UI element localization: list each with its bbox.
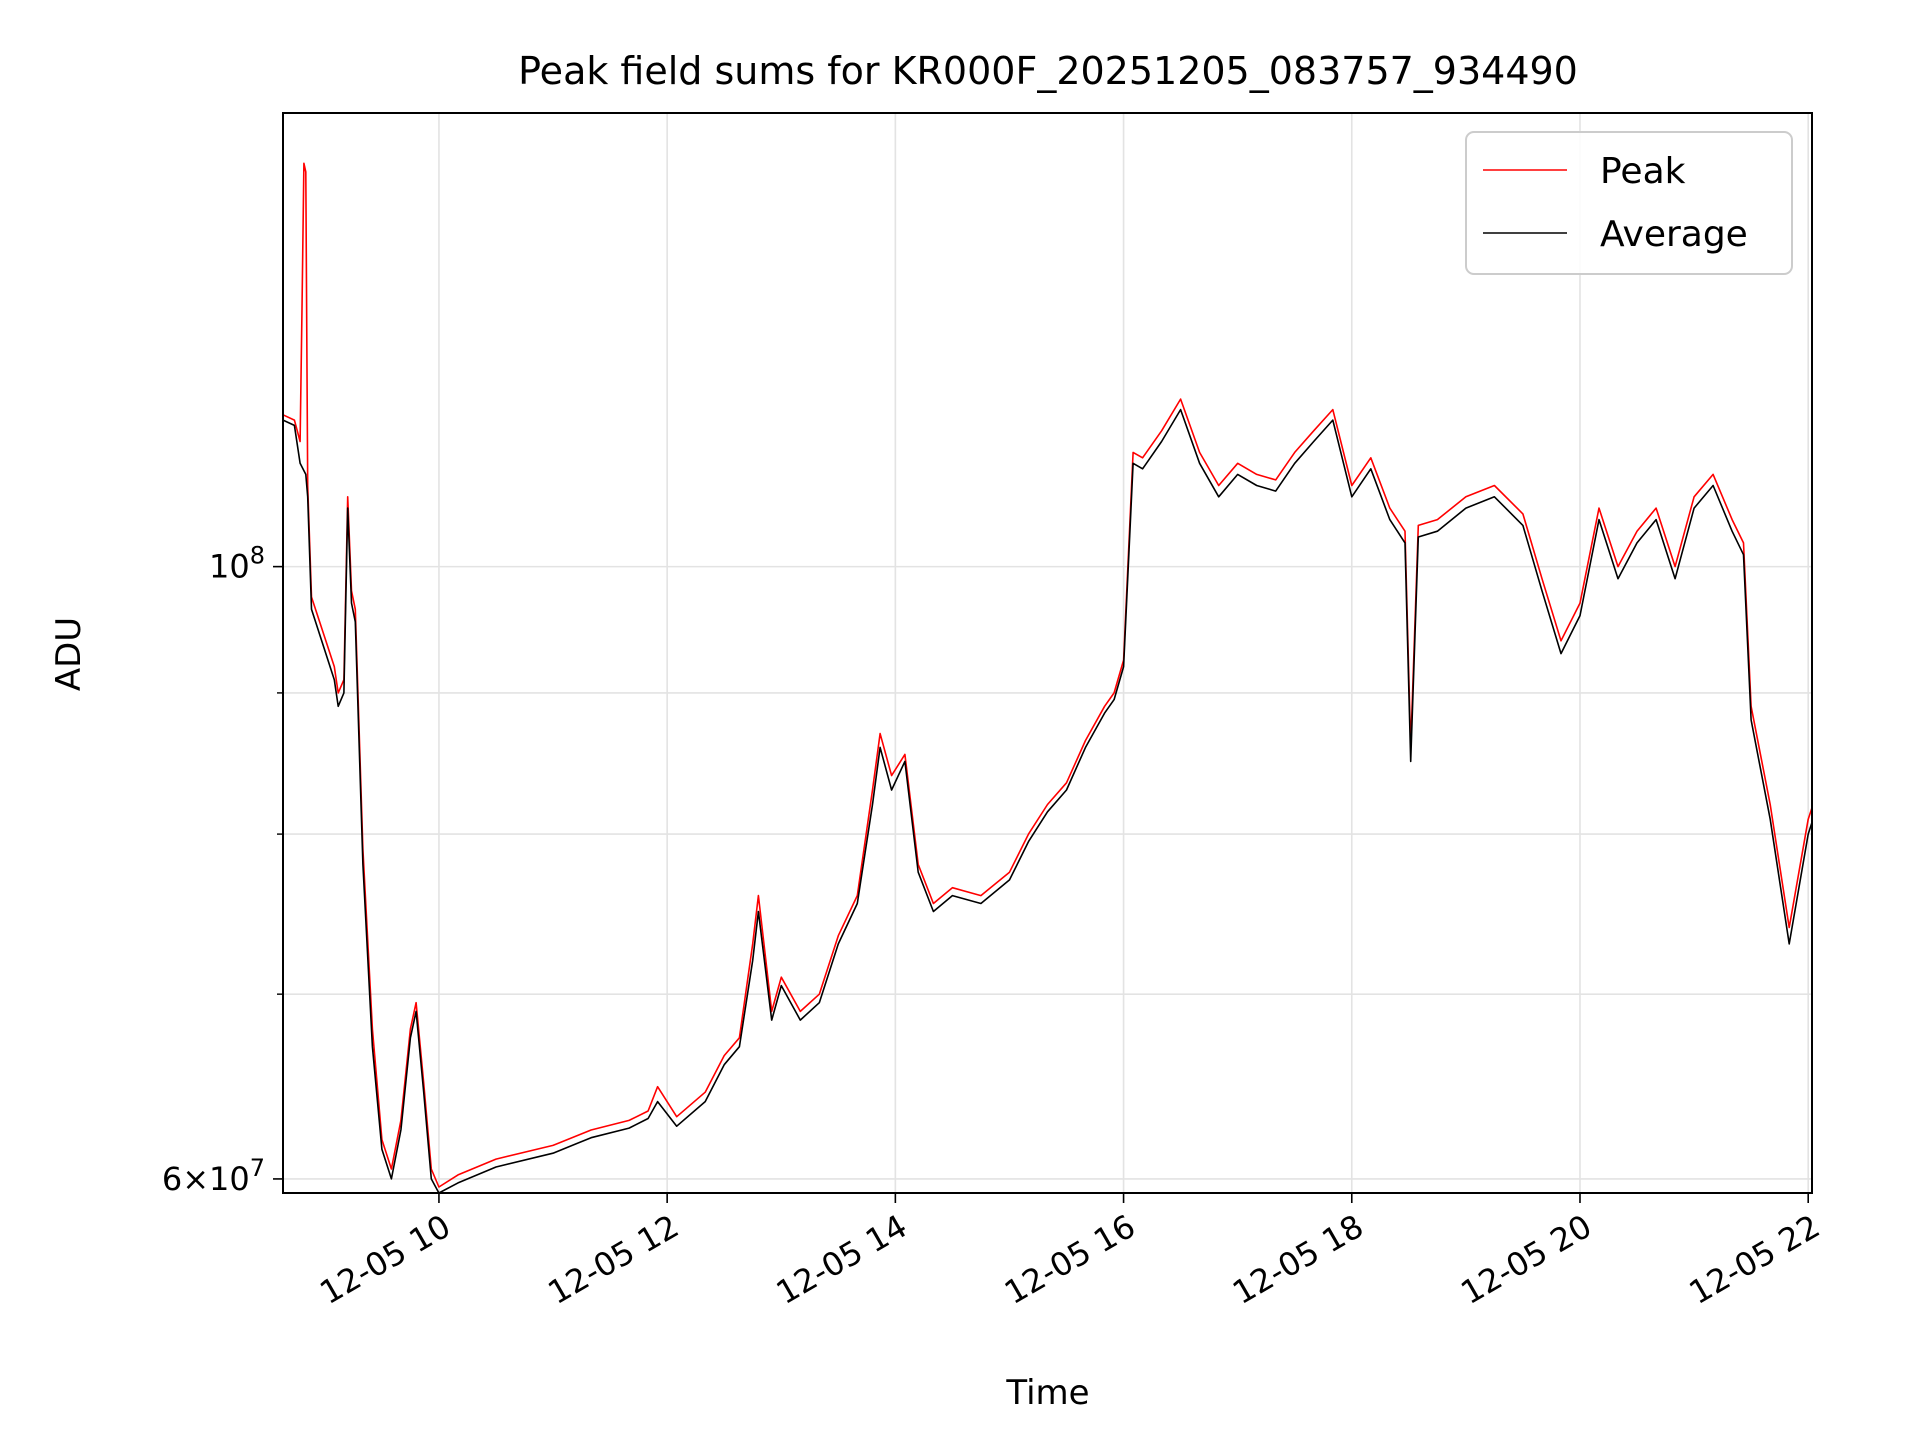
y-tick-label: 108	[209, 542, 265, 586]
x-tick-label: 12-05 12	[542, 1207, 686, 1312]
series-layer	[283, 162, 1812, 1193]
y-tick-exponent: 7	[250, 1154, 265, 1182]
series-line-average	[283, 408, 1812, 1193]
y-tick-base: 10	[209, 1160, 250, 1198]
y-tick-base: 10	[209, 548, 250, 586]
legend-label-peak: Peak	[1600, 151, 1686, 192]
x-tick-label: 12-05 16	[998, 1207, 1142, 1312]
x-tick-label: 12-05 14	[770, 1207, 914, 1312]
chart-title: Peak field sums for KR000F_20251205_0837…	[518, 49, 1578, 93]
legend-label-average: Average	[1600, 214, 1748, 255]
x-tick-label: 12-05 18	[1226, 1207, 1370, 1312]
grid	[283, 113, 1812, 1193]
y-tick-times: ×	[182, 1160, 209, 1198]
x-axis: 12-05 10 12-05 12 12-05 14 12-05 16 12-05 18…	[313, 1193, 1826, 1312]
x-axis-label: Time	[1005, 1373, 1089, 1413]
y-axis-label: ADU	[49, 617, 89, 691]
plot-frame	[282, 112, 1813, 1194]
y-tick-label: 6×107	[162, 1154, 265, 1198]
x-tick-label: 12-05 20	[1454, 1207, 1598, 1312]
x-tick-label: 12-05 10	[313, 1207, 457, 1312]
series-line-peak	[283, 162, 1812, 1188]
x-tick-label: 12-05 22	[1683, 1207, 1827, 1312]
y-tick-mantissa: 6	[162, 1160, 182, 1198]
legend-box	[1465, 131, 1793, 275]
y-tick-exponent: 8	[250, 542, 265, 570]
legend: Peak Average	[1465, 131, 1793, 275]
